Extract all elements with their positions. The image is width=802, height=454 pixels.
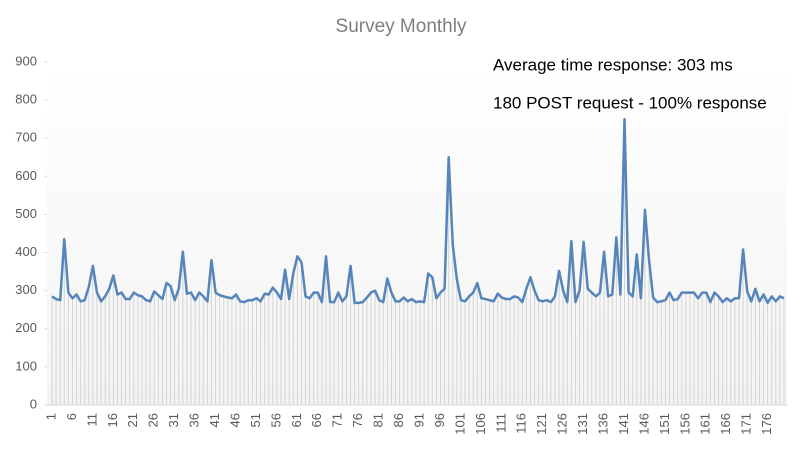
x-tick-label: 16	[105, 413, 120, 427]
y-tick-label: 800	[15, 92, 37, 107]
x-tick-label: 111	[493, 413, 508, 433]
x-tick-label: 176	[759, 413, 774, 435]
y-tick-label: 600	[15, 168, 37, 183]
chart-title: Survey Monthly	[336, 16, 467, 37]
x-tick-label: 56	[268, 413, 283, 427]
x-tick-label: 151	[657, 413, 672, 435]
x-tick-label: 61	[289, 413, 304, 427]
x-tick-label: 91	[411, 413, 426, 427]
x-tick-label: 96	[432, 413, 447, 427]
x-tick-label: 21	[125, 413, 140, 427]
x-tick-label: 31	[166, 413, 181, 427]
x-tick-label: 46	[227, 413, 242, 427]
x-tick-label: 136	[596, 413, 611, 435]
x-tick-label: 161	[698, 413, 713, 435]
y-tick-label: 900	[15, 53, 37, 68]
x-tick-label: 131	[575, 413, 590, 435]
y-tick-label: 100	[15, 358, 37, 373]
x-tick-label: 101	[452, 413, 467, 435]
x-tick-label: 1	[43, 413, 58, 420]
x-tick-label: 66	[309, 413, 324, 427]
x-tick-label: 26	[146, 413, 161, 427]
x-tick-label: 141	[616, 413, 631, 435]
x-tick-label: 51	[248, 413, 263, 427]
x-tick-label: 11	[84, 413, 99, 427]
x-tick-label: 76	[350, 413, 365, 427]
annotation: Average time response: 303 ms	[493, 55, 733, 74]
x-tick-label: 126	[555, 413, 570, 435]
x-tick-label: 146	[636, 413, 651, 435]
y-tick-label: 700	[15, 130, 37, 145]
y-tick-label: 400	[15, 244, 37, 259]
x-tick-label: 121	[534, 413, 549, 435]
x-tick-label: 171	[739, 413, 754, 435]
x-tick-label: 36	[187, 413, 202, 427]
y-tick-label: 500	[15, 206, 37, 221]
x-tick-label: 106	[473, 413, 488, 435]
x-tick-label: 71	[330, 413, 345, 427]
y-tick-label: 300	[15, 282, 37, 297]
x-tick-label: 86	[391, 413, 406, 427]
x-tick-label: 166	[718, 413, 733, 435]
x-tick-label: 81	[371, 413, 386, 427]
x-tick-label: 116	[514, 413, 529, 434]
y-tick-label: 200	[15, 320, 37, 335]
x-tick-label: 156	[677, 413, 692, 435]
x-tick-label: 41	[207, 413, 222, 427]
x-tick-label: 6	[64, 413, 79, 420]
series-line	[51, 117, 785, 305]
y-tick-label: 0	[30, 396, 37, 411]
annotation: 180 POST request - 100% response	[493, 93, 767, 112]
